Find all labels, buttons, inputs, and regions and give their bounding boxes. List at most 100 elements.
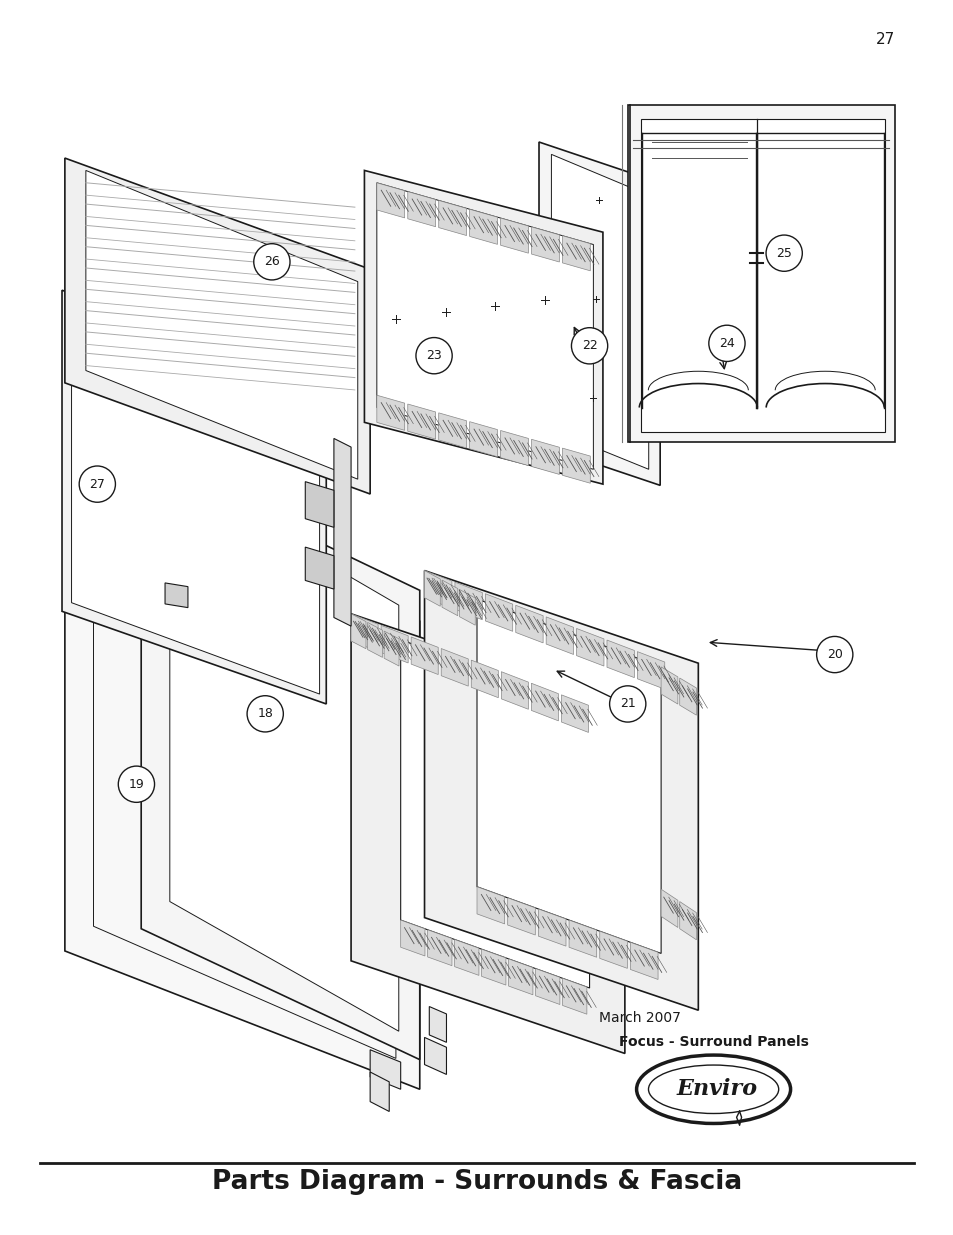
Polygon shape <box>351 614 624 1053</box>
Polygon shape <box>469 209 497 245</box>
Polygon shape <box>429 1007 446 1042</box>
Polygon shape <box>500 219 528 253</box>
Polygon shape <box>165 583 188 608</box>
Polygon shape <box>351 614 366 648</box>
Polygon shape <box>141 457 419 1060</box>
Polygon shape <box>441 580 457 616</box>
Polygon shape <box>370 1072 389 1112</box>
Polygon shape <box>367 622 382 657</box>
Text: 25: 25 <box>776 247 791 259</box>
Text: 18: 18 <box>257 708 273 720</box>
Polygon shape <box>535 968 559 1004</box>
Polygon shape <box>65 158 370 494</box>
Circle shape <box>416 337 452 374</box>
Polygon shape <box>568 920 596 957</box>
Polygon shape <box>562 236 590 270</box>
Polygon shape <box>551 154 648 469</box>
Circle shape <box>816 636 852 673</box>
Polygon shape <box>545 618 573 655</box>
Polygon shape <box>424 571 452 608</box>
Text: Parts Diagram - Surrounds & Fascia: Parts Diagram - Surrounds & Fascia <box>212 1168 741 1195</box>
Polygon shape <box>376 183 404 217</box>
Polygon shape <box>660 667 678 704</box>
Text: 27: 27 <box>875 32 894 47</box>
Polygon shape <box>424 571 439 606</box>
Polygon shape <box>630 942 658 979</box>
Text: 20: 20 <box>826 648 841 661</box>
Circle shape <box>247 695 283 732</box>
Text: 19: 19 <box>129 778 144 790</box>
Polygon shape <box>471 661 497 698</box>
Polygon shape <box>679 902 696 940</box>
Polygon shape <box>305 482 334 527</box>
Ellipse shape <box>648 1065 778 1114</box>
Polygon shape <box>455 582 482 620</box>
Circle shape <box>79 466 115 503</box>
Polygon shape <box>562 448 590 483</box>
Polygon shape <box>384 631 398 666</box>
Polygon shape <box>660 889 678 927</box>
Polygon shape <box>500 672 528 709</box>
Polygon shape <box>424 1037 446 1074</box>
Polygon shape <box>537 909 565 946</box>
Polygon shape <box>170 472 398 1031</box>
Polygon shape <box>400 640 589 988</box>
Polygon shape <box>370 1050 400 1089</box>
Polygon shape <box>538 142 659 485</box>
Polygon shape <box>427 930 452 966</box>
Polygon shape <box>380 625 408 663</box>
Polygon shape <box>376 395 404 430</box>
Text: 22: 22 <box>581 340 597 352</box>
Polygon shape <box>62 290 326 704</box>
Ellipse shape <box>636 1055 790 1124</box>
Text: 23: 23 <box>426 350 441 362</box>
Polygon shape <box>508 958 533 995</box>
Circle shape <box>571 327 607 364</box>
Polygon shape <box>485 594 512 631</box>
Polygon shape <box>459 589 475 625</box>
Polygon shape <box>627 105 894 442</box>
Polygon shape <box>507 898 535 935</box>
Polygon shape <box>531 683 558 721</box>
Polygon shape <box>476 599 660 953</box>
Polygon shape <box>679 678 696 715</box>
Polygon shape <box>516 605 542 643</box>
Polygon shape <box>599 931 627 968</box>
Polygon shape <box>71 299 319 694</box>
Polygon shape <box>411 637 437 674</box>
Circle shape <box>708 325 744 362</box>
Circle shape <box>609 685 645 722</box>
Circle shape <box>118 766 154 803</box>
Text: 24: 24 <box>719 337 734 350</box>
Polygon shape <box>500 431 528 466</box>
Polygon shape <box>560 695 588 732</box>
Polygon shape <box>305 547 334 589</box>
Polygon shape <box>65 479 419 1089</box>
Text: 27: 27 <box>90 478 105 490</box>
Polygon shape <box>351 614 377 651</box>
Polygon shape <box>364 170 602 484</box>
Polygon shape <box>640 119 884 432</box>
Polygon shape <box>407 404 436 440</box>
Polygon shape <box>376 183 593 469</box>
Circle shape <box>253 243 290 280</box>
Text: 21: 21 <box>619 698 635 710</box>
Polygon shape <box>438 200 466 236</box>
Polygon shape <box>440 648 468 687</box>
Circle shape <box>765 235 801 272</box>
Text: Enviro: Enviro <box>676 1078 757 1100</box>
Polygon shape <box>531 227 558 262</box>
Polygon shape <box>637 652 664 689</box>
Polygon shape <box>562 978 586 1014</box>
Polygon shape <box>424 571 698 1010</box>
Text: 26: 26 <box>264 256 279 268</box>
Polygon shape <box>455 940 478 976</box>
Polygon shape <box>531 440 558 474</box>
Polygon shape <box>606 640 634 678</box>
Polygon shape <box>86 170 357 479</box>
Text: March 2007: March 2007 <box>598 1010 680 1025</box>
Polygon shape <box>334 438 351 626</box>
Polygon shape <box>438 412 466 448</box>
Text: Focus - Surround Panels: Focus - Surround Panels <box>618 1035 808 1050</box>
Polygon shape <box>469 421 497 457</box>
